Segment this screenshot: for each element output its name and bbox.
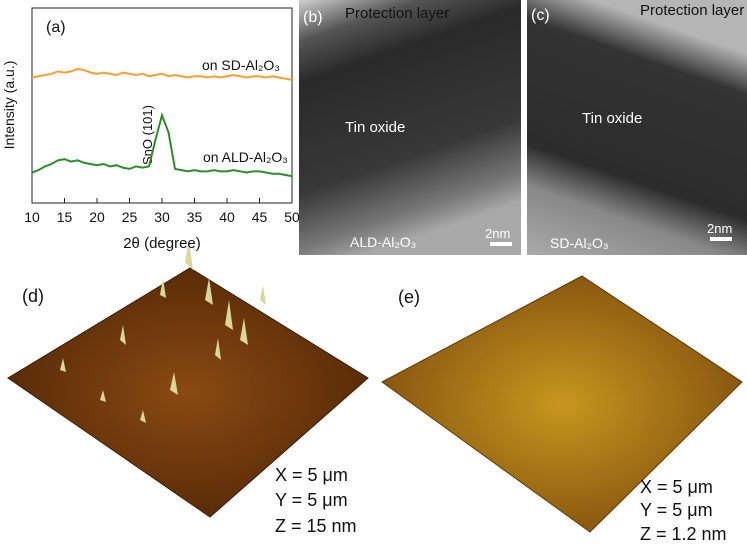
data-line — [31, 67, 293, 81]
x-tick-label: 45 — [252, 209, 268, 225]
scale-bar — [490, 242, 512, 246]
scale-label: 2nm — [707, 221, 732, 236]
region-label: Protection layer — [345, 5, 449, 22]
x-tick-label: 40 — [219, 209, 235, 225]
legend-label: on ALD-Al₂O₃ — [203, 149, 288, 165]
afm-surface — [7, 267, 369, 518]
afm-dimension: Y = 5 μm — [640, 500, 713, 520]
xrd-chart: (a) 2θ (degree) Intensity (a.u.) on SD-A… — [1, 7, 300, 252]
tem-image — [299, 0, 521, 255]
afm-surface — [381, 275, 743, 533]
panel-label: (d) — [22, 286, 44, 306]
x-axis-label: 2θ (degree) — [123, 235, 201, 252]
plot-frame — [31, 7, 293, 204]
scale-label: 2nm — [485, 226, 510, 241]
x-tick-label: 20 — [89, 209, 105, 225]
region-label: Tin oxide — [345, 119, 405, 136]
y-axis-label: Intensity (a.u.) — [1, 61, 17, 150]
panel-label: (c) — [531, 7, 550, 24]
x-tick-label: 50 — [284, 209, 300, 225]
region-label: ALD-Al₂O₃ — [350, 234, 416, 250]
afm-dimension: Y = 5 μm — [275, 490, 348, 510]
region-label: Tin oxide — [582, 110, 642, 127]
x-tick-label: 15 — [57, 209, 73, 225]
panel-label: (e) — [398, 287, 420, 307]
afm-peaks — [60, 240, 266, 423]
x-tick-label: 30 — [154, 209, 170, 225]
panel-label: (b) — [303, 9, 323, 26]
data-line — [31, 111, 293, 178]
scale-bar — [710, 237, 732, 241]
x-tick-label: 10 — [24, 209, 40, 225]
x-tick-label: 35 — [187, 209, 203, 225]
region-label: Protection layer — [640, 2, 744, 19]
afm-dimension: Z = 1.2 nm — [640, 524, 727, 544]
tem-image — [527, 0, 747, 255]
afm-dimension: X = 5 μm — [275, 465, 348, 485]
region-label: SD-Al₂O₃ — [550, 235, 609, 251]
afm-dimension: X = 5 μm — [640, 477, 713, 497]
legend-label: on SD-Al₂O₃ — [202, 57, 280, 73]
panel-label: (a) — [46, 19, 66, 36]
x-tick-label: 25 — [122, 209, 138, 225]
afm-dimension: Z = 15 nm — [275, 516, 357, 536]
peak-annotation: SnO (101) — [140, 105, 155, 165]
